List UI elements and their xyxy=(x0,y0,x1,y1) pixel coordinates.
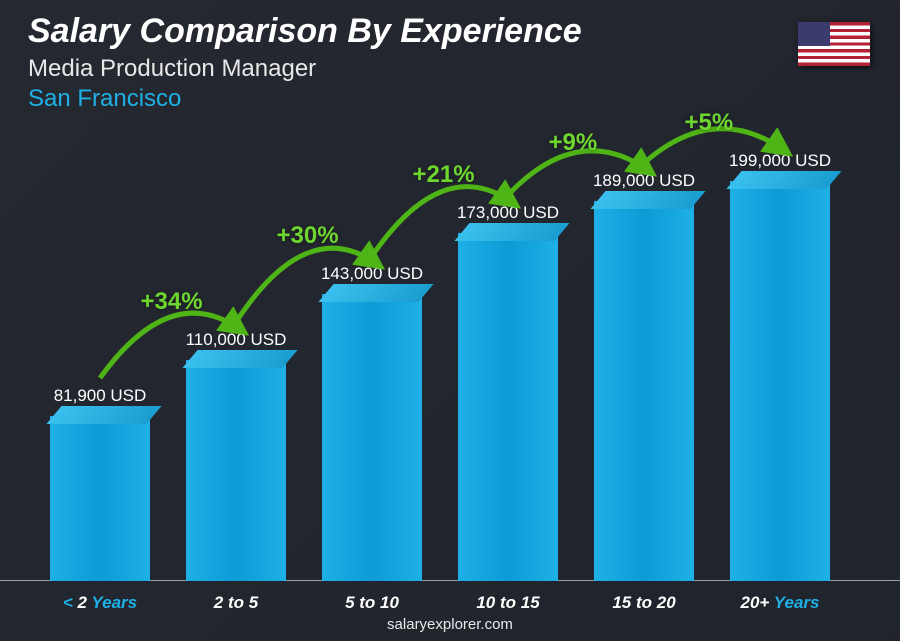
bar-4: 189,000 USD15 to 20 xyxy=(584,171,704,581)
title-block: Salary Comparison By Experience Media Pr… xyxy=(28,12,582,113)
title-subtitle: Media Production Manager xyxy=(28,55,582,83)
bar-shape xyxy=(186,360,286,581)
bar-x-label: 5 to 10 xyxy=(312,593,432,613)
bar-5: 199,000 USD20+ Years xyxy=(720,151,840,581)
bar-value-label: 173,000 USD xyxy=(457,203,559,223)
title-location: San Francisco xyxy=(28,85,582,113)
bar-value-label: 81,900 USD xyxy=(54,386,147,406)
bar-shape xyxy=(458,233,558,581)
bar-value-label: 189,000 USD xyxy=(593,171,695,191)
bar-x-label: 2 to 5 xyxy=(176,593,296,613)
footer-credit: salaryexplorer.com xyxy=(0,616,900,633)
bar-1: 110,000 USD2 to 5 xyxy=(176,330,296,581)
bar-x-label: 10 to 15 xyxy=(448,593,568,613)
bar-0: 81,900 USD< 2 Years xyxy=(40,386,160,581)
bar-shape xyxy=(50,416,150,581)
bar-3: 173,000 USD10 to 15 xyxy=(448,203,568,581)
title-main: Salary Comparison By Experience xyxy=(28,12,582,51)
bar-value-label: 199,000 USD xyxy=(729,151,831,171)
bar-value-label: 110,000 USD xyxy=(186,330,287,350)
flag-icon xyxy=(798,22,870,66)
bar-x-label: < 2 Years xyxy=(40,593,160,613)
bar-shape xyxy=(594,201,694,581)
bar-shape xyxy=(322,294,422,581)
bar-x-label: 15 to 20 xyxy=(584,593,704,613)
bar-x-label: 20+ Years xyxy=(720,593,840,613)
bar-value-label: 143,000 USD xyxy=(321,264,423,284)
bar-shape xyxy=(730,181,830,581)
bar-2: 143,000 USD5 to 10 xyxy=(312,264,432,581)
bar-chart: 81,900 USD< 2 Years110,000 USD2 to 5143,… xyxy=(40,121,840,581)
